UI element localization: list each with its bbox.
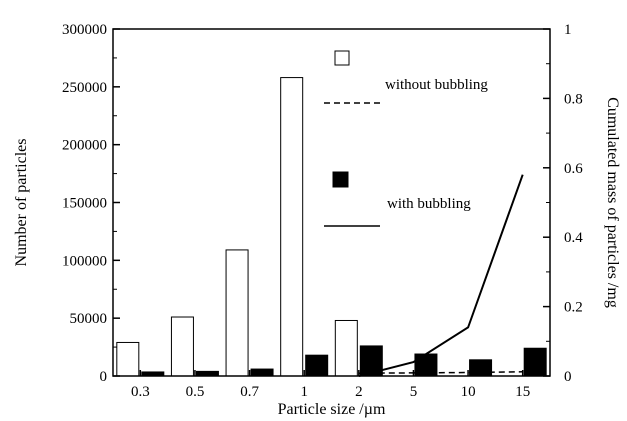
x-tick-label: 5: [410, 384, 418, 400]
bar-with-bubbling-0-7: [250, 368, 274, 377]
lines-layer: [358, 174, 524, 377]
bar-with-bubbling-1: [305, 354, 329, 377]
right-tick-label: 0.6: [564, 161, 583, 177]
x-axis-title: Particle size /µm: [278, 401, 386, 418]
y2-axis-title: Cumulated mass of particles /mg: [604, 97, 621, 308]
x-tick-label: 0.7: [240, 384, 259, 400]
left-tick-label: 150000: [62, 196, 107, 212]
right-tick-label: 0.8: [564, 91, 583, 107]
bar-with-bubbling-15: [523, 347, 547, 377]
x-axis-ticks: 0.3 0.5 0.7 1 2 5 10 15: [131, 370, 530, 400]
bar-without-bubbling-1: [280, 77, 304, 377]
x-tick-label: 15: [515, 384, 530, 400]
left-tick-label: 250000: [62, 80, 107, 96]
y-axis-title: Number of particles: [13, 139, 30, 267]
right-tick-label: 0.2: [564, 300, 583, 316]
left-tick-label: 200000: [62, 138, 107, 154]
right-tick-label: 1: [564, 22, 572, 38]
legend: without bubbling with bubbling: [324, 50, 488, 227]
legend-label-with-bubbling: with bubbling: [387, 196, 471, 212]
bar-without-bubbling-0-5: [170, 316, 194, 377]
legend-label-without-bubbling: without bubbling: [385, 77, 488, 93]
x-tick-label: 0.3: [131, 384, 150, 400]
bar-without-bubbling-2: [334, 319, 358, 377]
legend-marker-without-bubbling: [334, 50, 350, 66]
bar-without-bubbling-0-7: [225, 249, 249, 377]
line-with-bubbling: [358, 174, 524, 377]
left-tick-label: 300000: [62, 22, 107, 38]
left-tick-label: 50000: [70, 311, 108, 327]
bar-with-bubbling-10: [469, 359, 493, 377]
bar-without-bubbling-0-3: [116, 341, 140, 377]
right-tick-label: 0: [564, 369, 572, 385]
right-tick-label: 0.4: [564, 230, 583, 246]
bars-layer: [116, 77, 547, 377]
x-tick-label: 2: [355, 384, 363, 400]
x-tick-label: 0.5: [186, 384, 205, 400]
line-without-bubbling: [358, 371, 523, 374]
left-tick-label: 0: [100, 369, 108, 385]
x-tick-label: 10: [461, 384, 476, 400]
right-axis-ticks: 0 0.2 0.4 0.6 0.8 1: [543, 22, 583, 385]
legend-marker-with-bubbling: [332, 171, 349, 188]
x-tick-label: 1: [300, 384, 308, 400]
left-tick-label: 100000: [62, 253, 107, 269]
left-axis-ticks: 0 50000 100000 150000 200000 250000 300000: [62, 22, 120, 385]
